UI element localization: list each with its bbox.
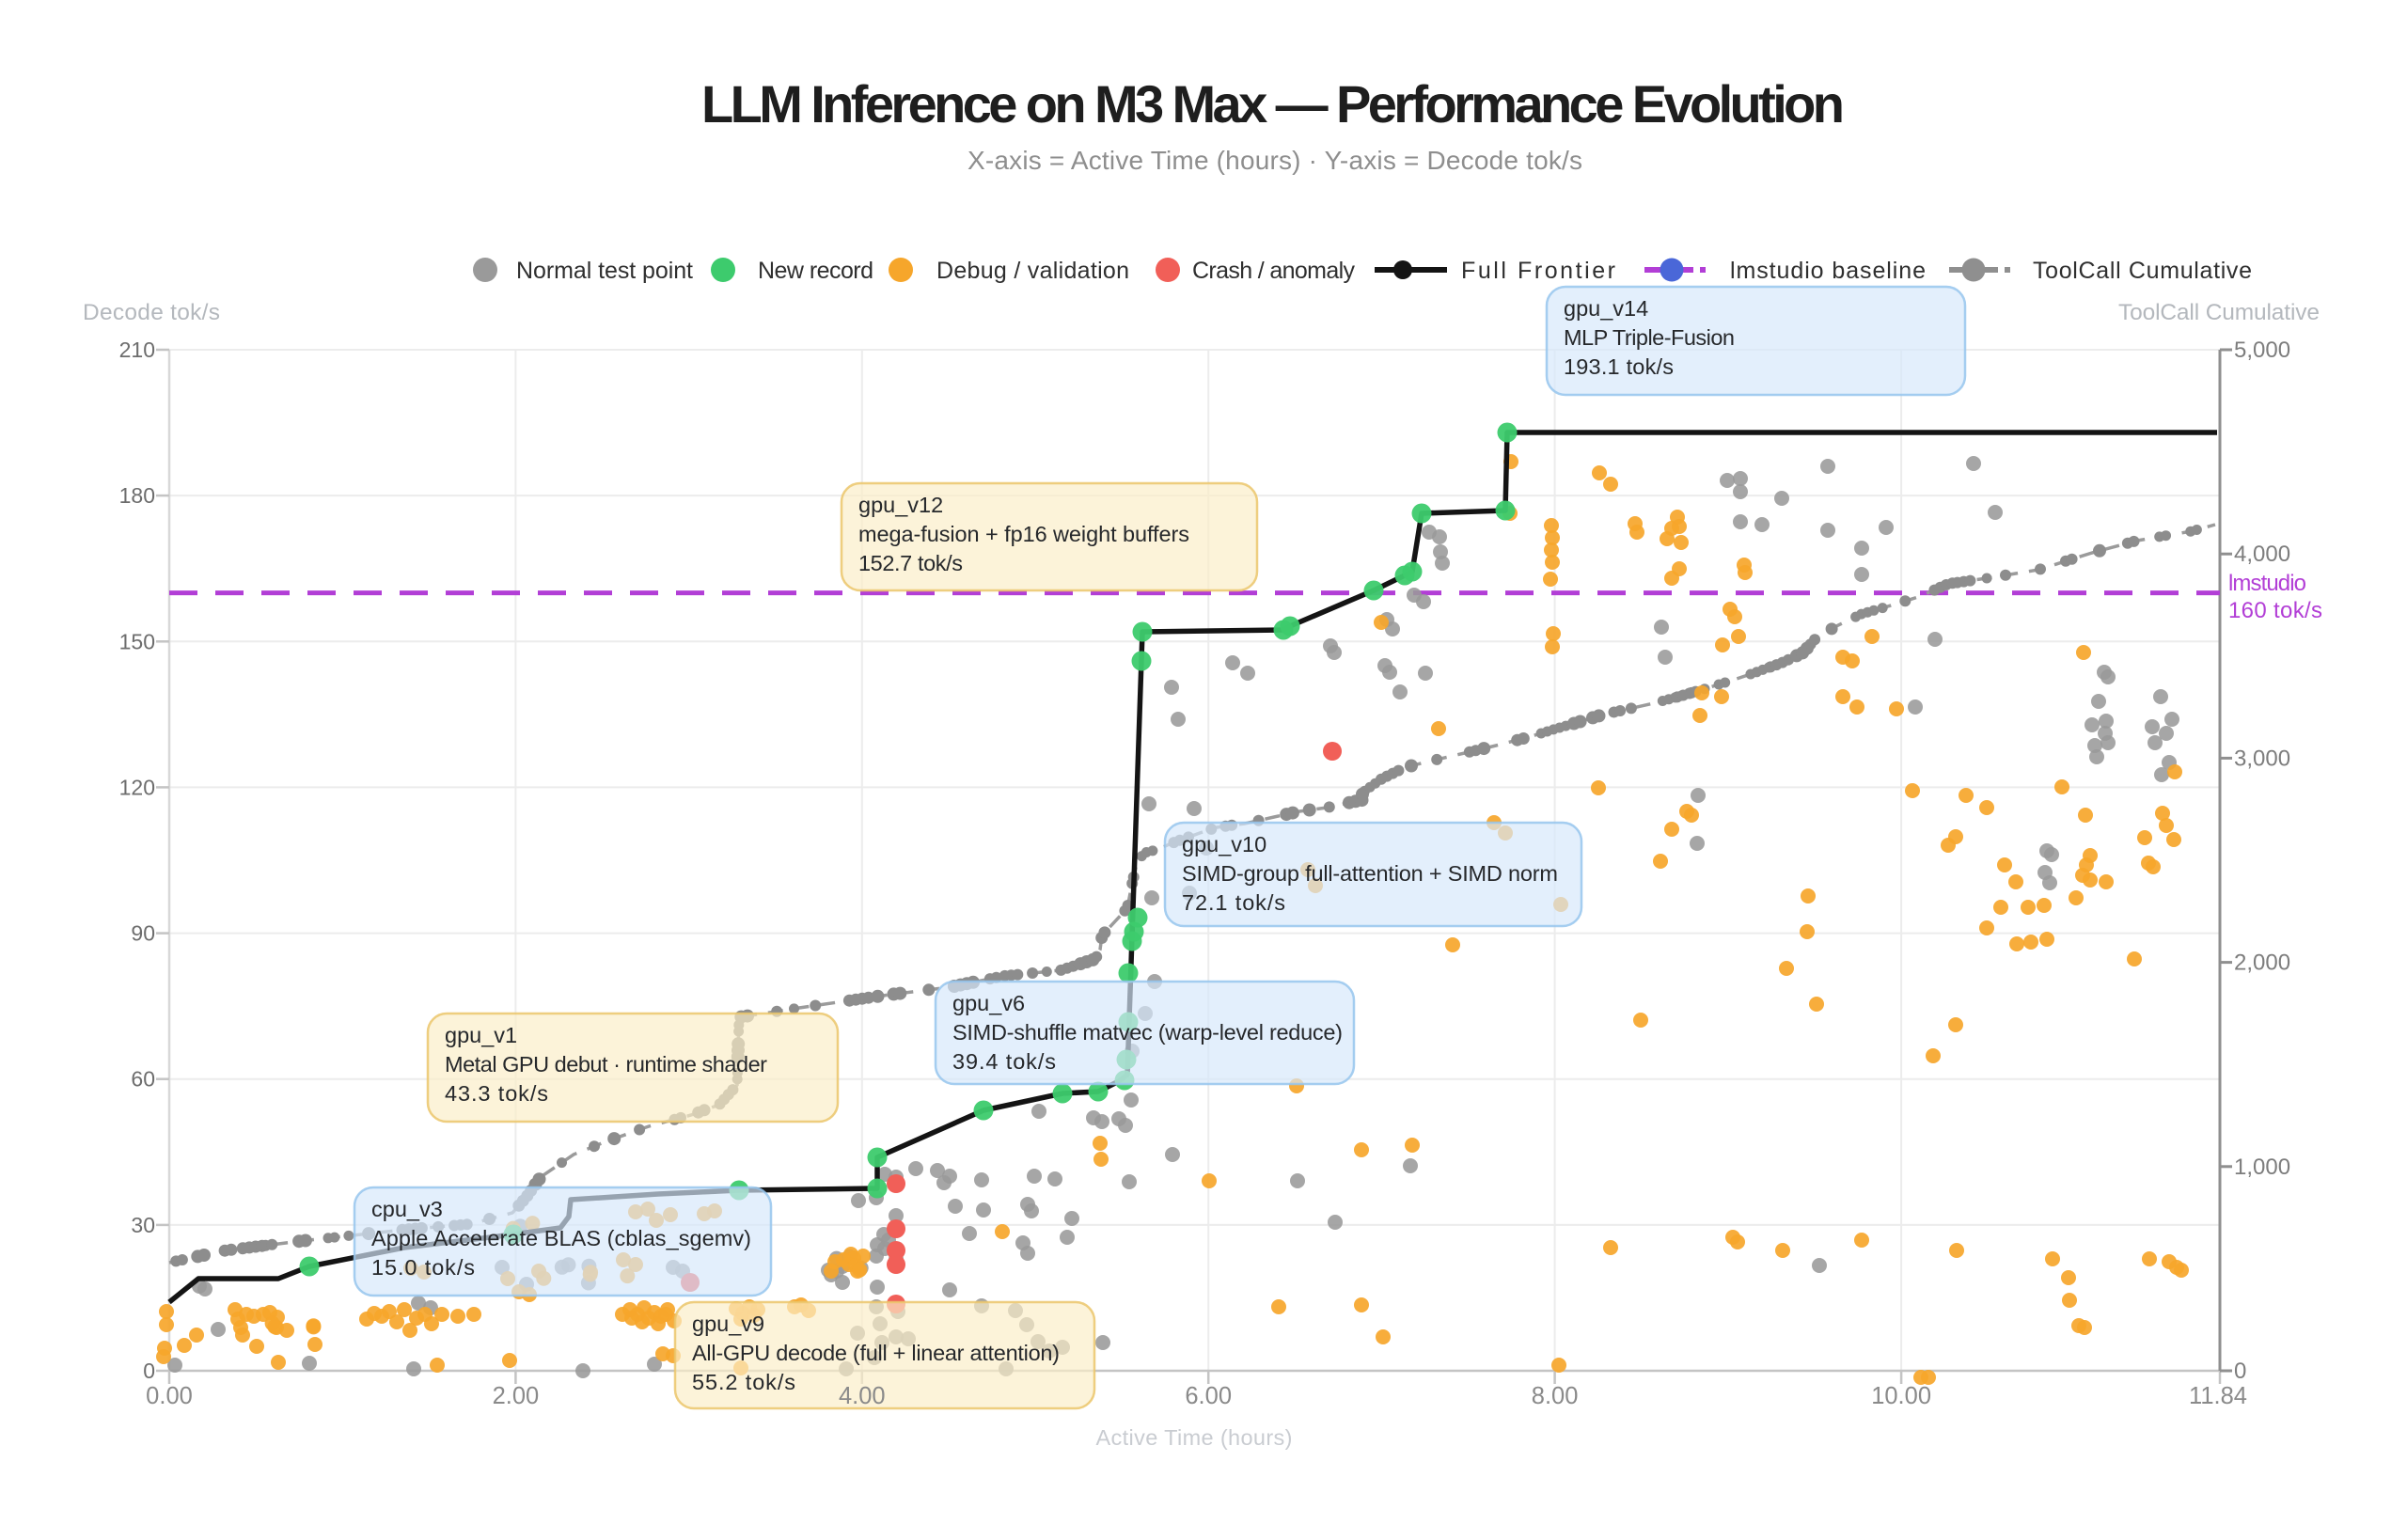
svg-text:6.00: 6.00 <box>1185 1383 1232 1409</box>
svg-text:gpu_v9: gpu_v9 <box>692 1312 764 1336</box>
svg-text:gpu_v6: gpu_v6 <box>952 991 1025 1015</box>
svg-text:72.1 tok/s: 72.1 tok/s <box>1182 890 1285 915</box>
svg-text:30: 30 <box>131 1213 155 1237</box>
svg-text:gpu_v10: gpu_v10 <box>1182 832 1266 856</box>
svg-text:5,000: 5,000 <box>2234 338 2290 363</box>
svg-text:mega-fusion + fp16 weight buff: mega-fusion + fp16 weight buffers <box>858 522 1189 546</box>
svg-text:gpu_v1: gpu_v1 <box>445 1023 517 1047</box>
svg-text:120: 120 <box>119 775 155 799</box>
svg-text:Full Frontier: Full Frontier <box>1461 258 1615 284</box>
svg-text:39.4 tok/s: 39.4 tok/s <box>952 1049 1056 1074</box>
svg-text:152.7 tok/s: 152.7 tok/s <box>858 551 963 575</box>
svg-text:15.0 tok/s: 15.0 tok/s <box>371 1255 475 1280</box>
svg-text:X-axis = Active Time (hours) ·: X-axis = Active Time (hours) · Y-axis = … <box>968 146 1582 175</box>
svg-text:LLM Inference on M3 Max — Perf: LLM Inference on M3 Max — Performance Ev… <box>701 74 1845 134</box>
svg-text:55.2 tok/s: 55.2 tok/s <box>692 1370 795 1394</box>
svg-text:180: 180 <box>119 483 155 508</box>
svg-text:Apple Accelerate BLAS (cblas_s: Apple Accelerate BLAS (cblas_sgemv) <box>371 1226 751 1250</box>
svg-text:4.00: 4.00 <box>839 1383 886 1409</box>
svg-text:MLP Triple-Fusion: MLP Triple-Fusion <box>1564 325 1735 350</box>
svg-text:1,000: 1,000 <box>2234 1155 2290 1180</box>
svg-text:150: 150 <box>119 629 155 653</box>
svg-text:gpu_v14: gpu_v14 <box>1564 296 1648 321</box>
svg-text:160 tok/s: 160 tok/s <box>2228 598 2322 623</box>
svg-text:0: 0 <box>143 1359 155 1383</box>
svg-text:ToolCall Cumulative: ToolCall Cumulative <box>2033 258 2252 284</box>
svg-text:Debug / validation: Debug / validation <box>936 258 1129 284</box>
svg-text:lmstudio: lmstudio <box>2228 571 2306 596</box>
svg-text:4,000: 4,000 <box>2234 542 2290 567</box>
svg-text:Metal GPU debut · runtime shad: Metal GPU debut · runtime shader <box>445 1052 767 1076</box>
svg-text:3,000: 3,000 <box>2234 746 2290 771</box>
svg-text:Crash / anomaly: Crash / anomaly <box>1192 258 1356 284</box>
svg-text:All-GPU decode (full + linear: All-GPU decode (full + linear attention) <box>692 1341 1060 1365</box>
svg-text:43.3 tok/s: 43.3 tok/s <box>445 1081 548 1106</box>
svg-text:8.00: 8.00 <box>1532 1383 1579 1409</box>
svg-text:New record: New record <box>758 258 873 284</box>
svg-text:11.84: 11.84 <box>2189 1383 2247 1409</box>
svg-text:SIMD-group full-attention + SI: SIMD-group full-attention + SIMD norm <box>1182 861 1558 886</box>
svg-text:0: 0 <box>2234 1359 2246 1384</box>
svg-text:2,000: 2,000 <box>2234 951 2290 976</box>
svg-text:Decode tok/s: Decode tok/s <box>83 300 220 325</box>
svg-text:193.1 tok/s: 193.1 tok/s <box>1564 354 1674 379</box>
svg-text:210: 210 <box>119 338 155 362</box>
svg-text:gpu_v12: gpu_v12 <box>858 493 943 517</box>
svg-text:0.00: 0.00 <box>146 1383 193 1409</box>
svg-text:cpu_v3: cpu_v3 <box>371 1197 443 1221</box>
svg-text:Active Time (hours): Active Time (hours) <box>1096 1425 1293 1450</box>
svg-text:Normal test point: Normal test point <box>516 258 693 284</box>
svg-text:2.00: 2.00 <box>493 1383 540 1409</box>
svg-text:SIMD-shuffle matvec (warp-leve: SIMD-shuffle matvec (warp-level reduce) <box>952 1020 1343 1045</box>
svg-text:60: 60 <box>131 1067 155 1092</box>
svg-text:lmstudio baseline: lmstudio baseline <box>1730 258 1926 284</box>
svg-text:ToolCall Cumulative: ToolCall Cumulative <box>2118 300 2320 325</box>
svg-text:10.00: 10.00 <box>1871 1383 1931 1409</box>
svg-text:90: 90 <box>131 921 155 946</box>
